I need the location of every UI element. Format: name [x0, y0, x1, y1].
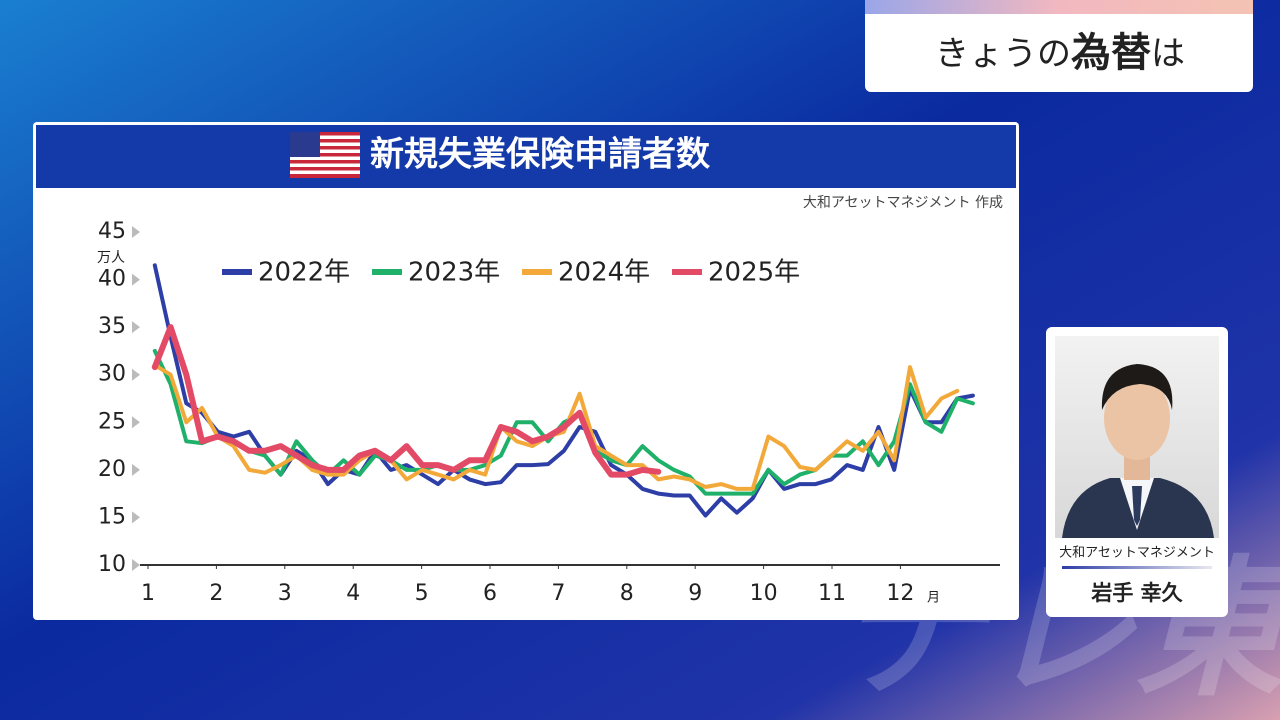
header-part: きょうの: [935, 34, 1071, 74]
presenter-underline: [1062, 566, 1212, 569]
x-unit: 月: [927, 591, 940, 606]
x-tick-label: 9: [688, 581, 702, 606]
y-tick-label: 10: [98, 552, 126, 577]
y-tick-label: 30: [98, 362, 126, 387]
x-tick-label: 3: [278, 581, 292, 606]
legend-label: 2024年: [558, 258, 650, 288]
presenter-company: 大和アセットマネジメント: [1059, 546, 1215, 561]
chart-title: 新規失業保険申請者数: [370, 135, 710, 175]
presenter-photo: [1055, 336, 1219, 538]
y-tick-mark: [132, 463, 140, 476]
x-tick-label: 7: [551, 581, 565, 606]
header-strip: [865, 0, 1253, 14]
x-tick-label: 11: [818, 581, 846, 606]
y-tick-label: 25: [98, 409, 126, 434]
chart-title-bar: [36, 125, 1016, 188]
y-tick-mark: [132, 416, 140, 429]
y-tick-mark: [132, 321, 140, 334]
y-tick-mark: [132, 226, 140, 238]
y-tick-mark: [132, 559, 140, 571]
header-part: 為替: [1071, 30, 1151, 76]
y-tick-label: 15: [98, 504, 126, 529]
x-tick-label: 8: [620, 581, 634, 606]
y-unit: 万人: [97, 250, 125, 266]
x-tick-label: 2: [209, 581, 223, 606]
chart-panel: [33, 122, 1019, 620]
x-tick-label: 4: [346, 581, 360, 606]
y-tick-label: 20: [98, 457, 126, 482]
header-part: は: [1151, 34, 1185, 74]
y-tick-label: 40: [98, 267, 126, 292]
legend-label: 2025年: [708, 258, 800, 288]
y-tick-mark: [132, 511, 140, 524]
header-title: きょうの為替は: [935, 30, 1185, 76]
legend-label: 2023年: [408, 258, 500, 288]
us-flag: [290, 132, 360, 178]
chart-source: 大和アセットマネジメント 作成: [803, 195, 1003, 211]
legend-label: 2022年: [258, 258, 350, 288]
y-tick-mark: [132, 273, 140, 286]
x-tick-label: 5: [415, 581, 429, 606]
y-tick-label: 45: [98, 219, 126, 244]
header-box: [865, 0, 1253, 92]
x-tick-label: 6: [483, 581, 497, 606]
x-tick-label: 10: [750, 581, 778, 606]
series-line: [151, 324, 662, 478]
y-tick-label: 35: [98, 314, 126, 339]
presenter-name: 岩手 幸久: [1090, 581, 1182, 605]
y-tick-mark: [132, 368, 140, 381]
x-tick-label: 1: [141, 581, 155, 606]
x-tick-label: 12: [886, 581, 914, 606]
